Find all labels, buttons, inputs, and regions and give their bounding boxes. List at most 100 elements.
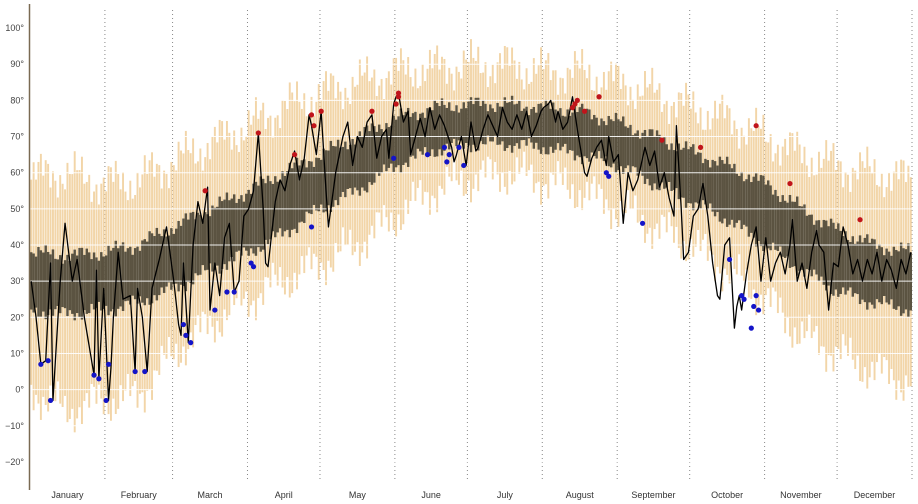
- normal-range-bar: [776, 196, 780, 251]
- normal-range-bar: [220, 201, 224, 269]
- normal-range-bar: [556, 113, 560, 144]
- normal-range-bar: [875, 248, 879, 300]
- normal-range-bar: [32, 253, 35, 313]
- normal-range-bar: [515, 103, 519, 144]
- normal-range-bar: [680, 149, 683, 198]
- normal-range-bar: [310, 161, 313, 215]
- record-low-point: [456, 144, 462, 150]
- normal-range-bar: [629, 124, 632, 173]
- normal-range-bar: [341, 146, 345, 192]
- normal-range-bar: [687, 149, 690, 204]
- normal-range-bar: [237, 198, 241, 251]
- normal-range-bar: [837, 223, 840, 297]
- normal-range-bar: [856, 241, 859, 295]
- normal-range-bar: [254, 181, 258, 256]
- y-tick-label: −10°: [5, 421, 24, 431]
- normal-range-bar: [162, 229, 166, 293]
- normal-range-bar: [883, 255, 886, 296]
- record-high-point: [255, 130, 261, 136]
- normal-range-bar: [554, 109, 557, 150]
- record-low-point: [308, 224, 315, 230]
- record-low-point: [188, 340, 194, 346]
- normal-range-bar: [286, 171, 289, 230]
- normal-range-bar: [634, 133, 637, 168]
- normal-range-bar: [566, 109, 569, 154]
- normal-range-bar: [46, 251, 50, 315]
- record-high-point: [311, 123, 317, 129]
- record-high-point: [581, 108, 588, 114]
- normal-range-bar: [358, 131, 362, 196]
- normal-range-bar: [145, 241, 149, 299]
- y-tick-label: 60°: [10, 168, 24, 178]
- normal-range-bar: [781, 195, 784, 257]
- normal-range-bar: [537, 103, 540, 150]
- normal-range-bar: [37, 247, 40, 317]
- record-high-point: [393, 101, 399, 107]
- normal-range-bar: [356, 136, 359, 191]
- normal-range-bar: [404, 111, 407, 163]
- normal-range-bar: [73, 249, 76, 321]
- normal-range-bar: [452, 111, 456, 139]
- normal-range-bar: [426, 108, 429, 154]
- normal-range-bar: [827, 226, 830, 286]
- normal-range-bar: [235, 202, 238, 252]
- normal-range-bar: [728, 164, 731, 225]
- normal-range-bar: [696, 152, 700, 204]
- normal-range-bar: [368, 131, 371, 183]
- normal-range-bar: [503, 97, 507, 151]
- record-low-point: [639, 220, 646, 226]
- y-tick-label: 10°: [10, 348, 24, 358]
- y-tick-label: 0°: [15, 385, 24, 395]
- normal-range-bar: [851, 236, 855, 297]
- normal-range-bar: [844, 231, 847, 295]
- normal-range-bar: [561, 115, 565, 147]
- record-high-point: [857, 217, 863, 223]
- normal-range-bar: [597, 125, 601, 152]
- normal-range-bar: [791, 201, 794, 267]
- normal-range-bar: [738, 175, 741, 221]
- normal-range-bar: [153, 236, 156, 296]
- normal-range-bar: [129, 246, 132, 305]
- normal-range-bar: [829, 218, 833, 295]
- normal-range-bar: [363, 127, 366, 191]
- normal-range-bar: [496, 102, 499, 145]
- normal-range-bar: [455, 105, 458, 147]
- normal-range-bar: [544, 99, 548, 155]
- normal-range-bar: [351, 139, 354, 195]
- normal-range-bar: [638, 138, 642, 171]
- normal-range-bar: [747, 174, 751, 237]
- record-high-point: [292, 152, 298, 158]
- normal-range-bar: [194, 219, 197, 274]
- normal-range-bar: [779, 201, 782, 247]
- normal-range-bar: [767, 180, 770, 249]
- record-high-point: [659, 137, 665, 143]
- normal-range-bar: [365, 125, 369, 193]
- normal-range-bar: [305, 167, 308, 212]
- record-high-point: [787, 180, 793, 187]
- normal-range-bar: [177, 220, 180, 292]
- normal-range-bar: [298, 165, 301, 223]
- normal-range-bar: [387, 127, 391, 168]
- record-low-point: [180, 321, 187, 328]
- normal-range-bar: [595, 117, 598, 159]
- normal-range-bar: [609, 119, 613, 168]
- normal-range-bar: [141, 240, 144, 303]
- normal-range-bar: [116, 248, 120, 309]
- normal-range-bar: [873, 239, 876, 309]
- normal-range-bar: [158, 233, 161, 296]
- normal-range-bar: [506, 102, 509, 149]
- normal-range-bar: [467, 101, 470, 146]
- normal-range-bar: [131, 254, 134, 296]
- y-tick-label: −20°: [5, 457, 24, 467]
- record-low-point: [250, 264, 257, 270]
- normal-range-bar: [423, 117, 427, 148]
- normal-range-bar: [380, 129, 383, 173]
- normal-range-bar: [80, 247, 84, 320]
- month-label: February: [121, 490, 158, 500]
- normal-range-bar: [899, 242, 903, 316]
- normal-range-bar: [617, 119, 620, 171]
- y-tick-labels: −20° −10° 0° 10° 20° 30° 40° 50° 60° 70° 80° 90° 100…: [5, 23, 24, 467]
- normal-range-bar: [907, 243, 910, 317]
- normal-range-bar: [713, 161, 717, 217]
- normal-range-bar: [815, 220, 818, 275]
